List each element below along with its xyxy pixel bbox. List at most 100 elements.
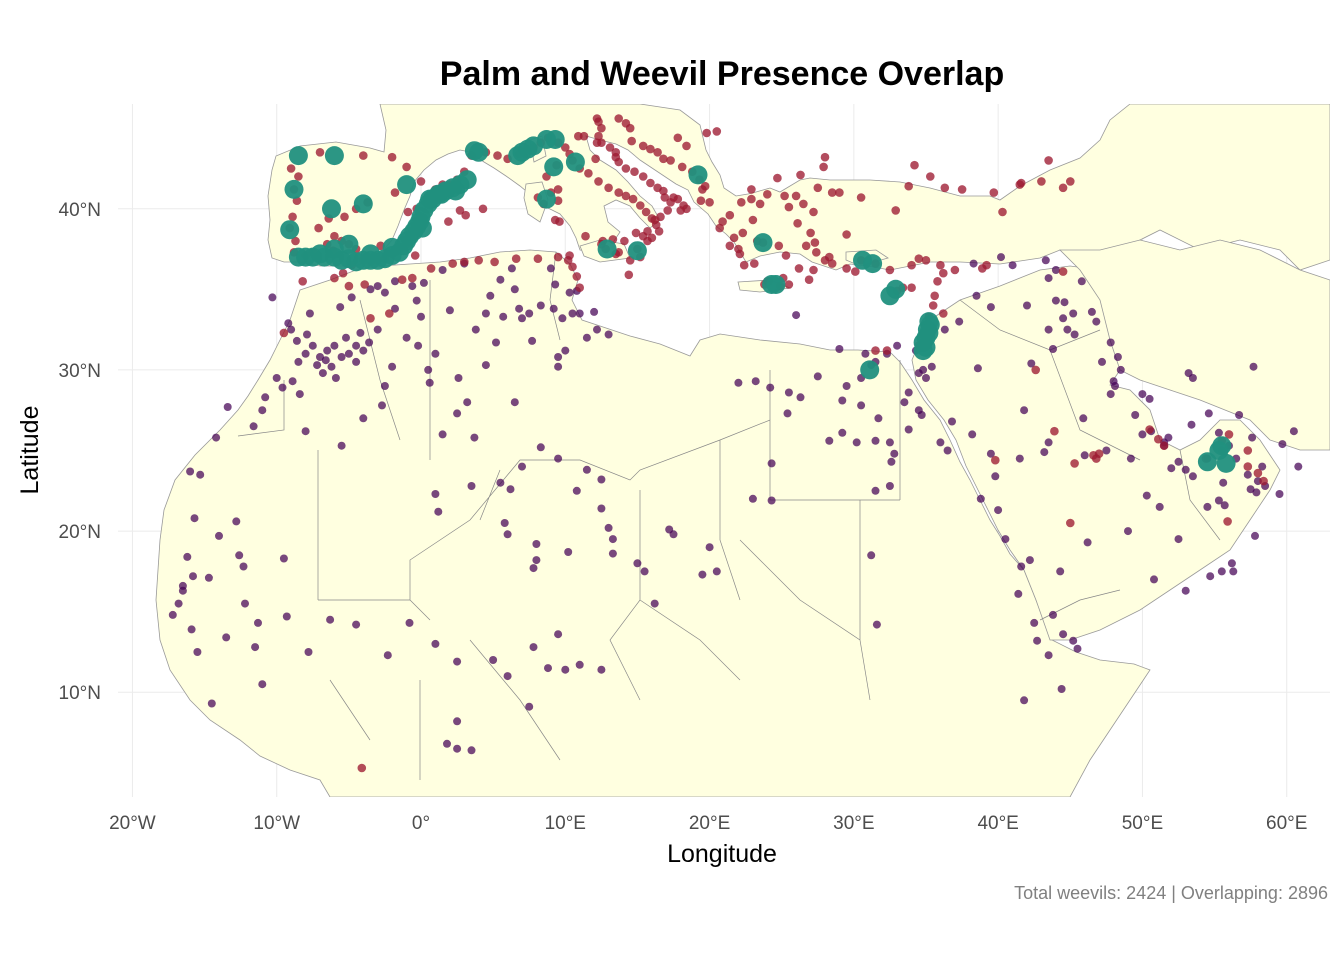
overlap-point	[508, 146, 528, 166]
palm-point	[314, 223, 323, 233]
weevil-point	[453, 409, 462, 418]
overlap-point	[886, 279, 906, 299]
palm-point	[904, 181, 913, 191]
weevil-point	[294, 357, 303, 366]
palm-point	[624, 270, 634, 280]
x-axis-title: Longitude	[667, 840, 777, 868]
weevil-point	[282, 612, 291, 621]
chart-title: Palm and Weevil Presence Overlap	[440, 55, 1004, 93]
weevil-point	[1174, 457, 1183, 466]
weevil-point	[784, 388, 793, 397]
weevil-point	[383, 651, 392, 660]
y-tick-label: 20°N	[59, 522, 101, 543]
overlap-point	[537, 189, 556, 209]
weevil-point	[445, 306, 454, 315]
weevil-point	[712, 567, 721, 576]
weevil-point	[1181, 586, 1190, 595]
palm-point	[625, 123, 635, 133]
weevil-point	[391, 277, 399, 286]
overlap-point	[322, 199, 341, 219]
overlap-point	[296, 247, 316, 267]
weevil-point	[590, 307, 599, 316]
palm-point	[939, 268, 948, 278]
weevil-point	[890, 449, 899, 458]
palm-point	[936, 260, 945, 270]
palm-point	[747, 185, 756, 194]
weevil-point	[885, 482, 894, 490]
palm-point	[621, 164, 631, 173]
weevil-point	[352, 341, 361, 350]
palm-point	[1253, 468, 1263, 478]
palm-point	[604, 183, 613, 193]
weevil-point	[838, 396, 847, 405]
palm-point	[827, 188, 837, 197]
weevil-point	[347, 293, 356, 302]
weevil-point	[1017, 562, 1026, 571]
palm-point	[842, 230, 851, 239]
weevil-point	[968, 430, 977, 439]
weevil-point	[405, 618, 414, 627]
weevil-point	[187, 625, 196, 634]
palm-point	[641, 207, 651, 217]
weevil-point	[582, 333, 591, 342]
palm-point	[474, 255, 484, 265]
palm-point	[397, 275, 407, 285]
overlap-point	[397, 175, 417, 195]
weevil-point	[1023, 301, 1031, 310]
weevil-point	[842, 382, 851, 390]
palm-point	[1243, 446, 1253, 455]
overlap-point	[288, 146, 308, 166]
palm-point	[673, 133, 683, 143]
weevil-point	[554, 630, 563, 639]
overlap-point	[913, 341, 933, 361]
palm-point	[793, 219, 802, 228]
weevil-point	[189, 572, 197, 581]
weevil-point	[751, 377, 760, 386]
palm-point	[806, 228, 815, 238]
weevil-point	[544, 664, 552, 673]
overlap-point	[537, 130, 556, 149]
palm-point	[298, 277, 308, 286]
y-axis-title: Latitude	[16, 406, 44, 495]
overlap-point	[1212, 436, 1232, 456]
weevil-point	[1051, 296, 1060, 305]
palm-point	[930, 291, 939, 301]
palm-point	[891, 206, 900, 215]
palm-point	[490, 257, 499, 267]
weevil-point	[872, 620, 881, 629]
weevil-point	[499, 312, 508, 321]
weevil-point	[597, 475, 606, 484]
weevil-point	[287, 325, 296, 334]
palm-point	[702, 128, 711, 138]
x-tick-label: 40°E	[977, 813, 1018, 834]
weevil-point	[551, 280, 560, 289]
weevil-point	[561, 346, 570, 355]
overlap-point	[324, 146, 344, 166]
palm-point	[1066, 518, 1075, 528]
weevil-point	[303, 330, 311, 339]
weevil-point	[359, 414, 368, 423]
palm-point	[774, 241, 784, 251]
weevil-point	[565, 288, 574, 297]
palm-point	[1058, 183, 1068, 193]
weevil-point	[997, 253, 1005, 262]
weevil-point	[1106, 338, 1115, 347]
palm-point	[810, 238, 820, 247]
weevil-point	[572, 486, 581, 495]
weevil-point	[1049, 610, 1057, 619]
palm-point	[812, 248, 821, 257]
weevil-point	[212, 433, 221, 442]
palm-point	[677, 162, 687, 172]
weevil-point	[391, 304, 399, 313]
overlap-point	[565, 152, 585, 172]
weevil-point	[178, 586, 187, 595]
weevil-point	[1044, 438, 1053, 447]
weevil-point	[597, 504, 606, 513]
weevil-point	[893, 341, 902, 350]
x-tick-label: 10°W	[253, 813, 300, 834]
weevil-point	[835, 345, 844, 353]
weevil-point	[207, 699, 216, 708]
weevil-point	[525, 702, 534, 711]
weevil-point	[766, 383, 775, 392]
